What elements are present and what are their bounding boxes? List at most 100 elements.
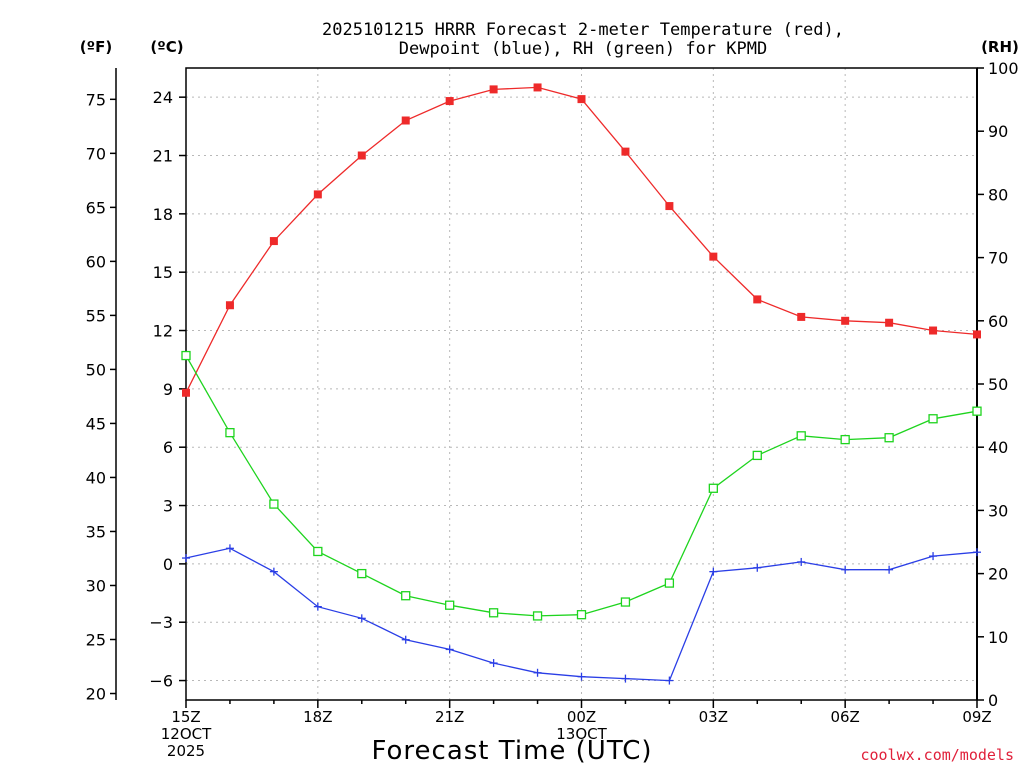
fahrenheit-tick-label: 20 <box>86 685 106 704</box>
fahrenheit-tick-label: 35 <box>86 522 106 541</box>
rh-point <box>664 578 675 588</box>
temperature-point <box>401 116 410 125</box>
credit-text: coolwx.com/models <box>860 746 1014 764</box>
grid <box>186 68 977 700</box>
dewpoint-point <box>665 676 674 685</box>
rh-tick-label: 80 <box>988 185 1008 204</box>
rh-tick-label: 10 <box>988 628 1008 647</box>
temperature-point <box>885 318 894 327</box>
dewpoint-point <box>225 544 234 553</box>
celsius-tick-label: −3 <box>149 613 173 632</box>
temperature-point <box>665 202 674 211</box>
celsius-tick-label: 12 <box>153 322 173 341</box>
x-tick-label: 18Z <box>303 708 332 726</box>
fahrenheit-tick-label: 70 <box>86 144 106 163</box>
dewpoint-point <box>313 602 322 611</box>
rh-point <box>401 591 411 601</box>
temperature-point <box>533 83 542 92</box>
temperature-point <box>445 97 454 106</box>
fahrenheit-tick-label: 60 <box>86 252 106 271</box>
temperature-point <box>753 295 762 304</box>
dewpoint-point <box>445 645 454 654</box>
fahrenheit-tick-label: 50 <box>86 360 106 379</box>
dewpoint-point <box>841 565 850 574</box>
rh-tick-label: 20 <box>988 565 1008 584</box>
celsius-tick-label: 0 <box>163 555 173 574</box>
dewpoint-point <box>753 563 762 572</box>
rh-tick-label: 0 <box>988 691 998 710</box>
x-tick-label: 13OCT <box>556 725 607 743</box>
chart-title-line-2: Dewpoint (blue), RH (green) for KPMD <box>399 39 767 59</box>
dewpoint-point <box>489 659 498 668</box>
dewpoint-point <box>533 668 542 677</box>
dewpoint-point <box>709 567 718 576</box>
rh-unit-label: (RH) <box>981 38 1019 56</box>
rh-point <box>884 433 894 443</box>
celsius-tick-label: 15 <box>153 263 173 282</box>
rh-point <box>181 350 191 361</box>
temperature-point <box>489 85 498 94</box>
celsius-tick-label: 3 <box>163 497 173 516</box>
fahrenheit-tick-label: 30 <box>86 576 106 595</box>
rh-point <box>269 499 279 509</box>
rh-point <box>313 546 323 557</box>
x-tick-label: 12OCT <box>161 725 212 743</box>
x-tick-label: 06Z <box>830 708 859 726</box>
fahrenheit-tick-label: 55 <box>86 306 106 325</box>
axes: 75706560555045403530252024211815129630−3… <box>86 59 1019 760</box>
rh-tick-label: 60 <box>988 312 1008 331</box>
celsius-tick-label: 24 <box>153 88 173 107</box>
rh-point <box>225 428 235 438</box>
dewpoint-point <box>401 635 410 644</box>
rh-series-line <box>185 355 978 617</box>
rh-tick-label: 40 <box>988 438 1008 457</box>
temperature-point <box>225 301 234 310</box>
celsius-tick-label: 18 <box>153 205 173 224</box>
fahrenheit-unit-label: (ºF) <box>80 38 112 56</box>
rh-point <box>532 611 543 621</box>
temperature-point <box>797 312 806 321</box>
rh-tick-label: 70 <box>988 249 1008 268</box>
dewpoint-point <box>269 567 278 576</box>
celsius-unit-label: (ºC) <box>150 38 183 56</box>
fahrenheit-tick-label: 65 <box>86 198 106 217</box>
series-layer <box>181 83 982 685</box>
fahrenheit-tick-label: 25 <box>86 631 106 650</box>
rh-point <box>840 434 850 445</box>
rh-tick-label: 50 <box>988 375 1008 394</box>
celsius-tick-label: −6 <box>149 672 173 691</box>
celsius-tick-label: 21 <box>153 147 173 166</box>
rh-point <box>928 414 938 424</box>
x-tick-label: 21Z <box>435 708 464 726</box>
x-tick-label: 00Z <box>567 708 596 726</box>
rh-point <box>620 597 631 607</box>
x-tick-label: 09Z <box>962 708 991 726</box>
temperature-point <box>841 316 850 325</box>
rh-point <box>708 483 718 493</box>
x-axis-title: Forecast Time (UTC) <box>371 736 652 766</box>
dewpoint-point <box>973 548 981 557</box>
fahrenheit-tick-label: 40 <box>86 468 106 487</box>
plot-frame <box>185 67 978 701</box>
temperature-point <box>182 388 190 397</box>
temperature-point <box>577 95 586 104</box>
x-tick-label: 15Z <box>171 708 200 726</box>
dewpoint-point <box>621 674 630 683</box>
fahrenheit-tick-label: 75 <box>86 90 106 109</box>
rh-tick-label: 100 <box>988 59 1019 78</box>
rh-tick-label: 30 <box>988 501 1008 520</box>
temperature-point <box>269 237 278 246</box>
rh-tick-label: 90 <box>988 122 1008 141</box>
temperature-point <box>709 252 718 261</box>
dewpoint-point <box>885 565 894 574</box>
temperature-point <box>313 190 322 199</box>
celsius-tick-label: 6 <box>163 438 173 457</box>
temperature-point <box>357 151 366 160</box>
celsius-tick-label: 9 <box>163 380 173 399</box>
temperature-point <box>929 326 938 335</box>
dewpoint-point <box>357 614 366 623</box>
dewpoint-point <box>577 672 586 681</box>
temperature-point <box>621 147 630 156</box>
rh-point <box>357 568 367 579</box>
